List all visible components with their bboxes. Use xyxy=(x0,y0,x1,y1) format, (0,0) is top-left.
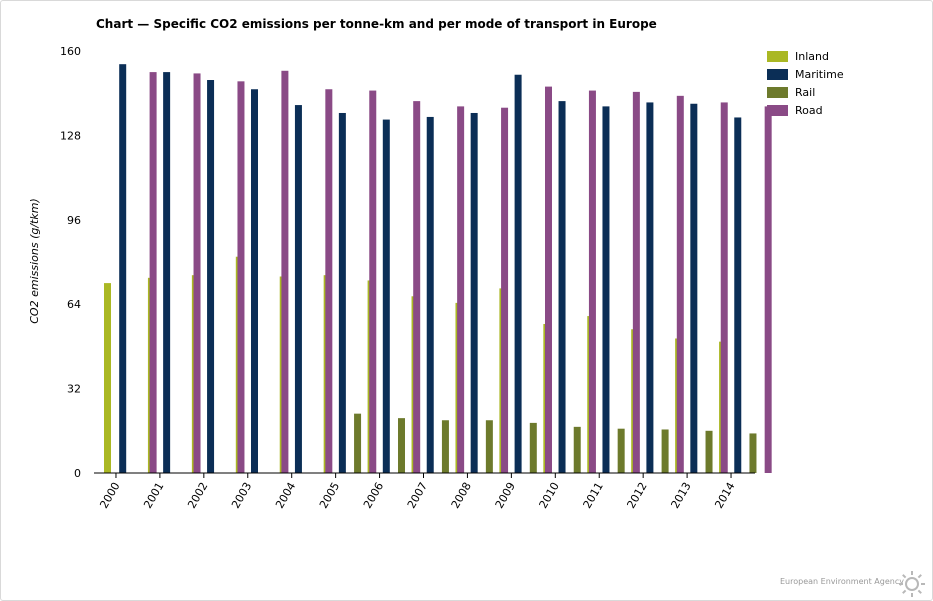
bar-maritime-2000[interactable] xyxy=(119,64,127,473)
x-tick-label: 2002 xyxy=(185,480,210,511)
x-axis: 2000 2001 2002 2003 2004 2005 2006 2007 2008 2009… xyxy=(94,472,755,511)
bar-road-2008[interactable] xyxy=(501,107,509,474)
bar-maritime-2002[interactable] xyxy=(207,80,215,473)
y-tick-label: 96 xyxy=(67,214,81,227)
bar-rail-2013[interactable] xyxy=(705,430,713,473)
bar-maritime-2009[interactable] xyxy=(514,74,522,474)
bar-maritime-2003[interactable] xyxy=(251,89,258,474)
x-tick-label: 2006 xyxy=(361,480,386,511)
bar-maritime-2010[interactable] xyxy=(558,101,566,474)
legend-label: Inland xyxy=(795,49,829,63)
bar-maritime-2006[interactable] xyxy=(382,119,390,473)
bar-road-2009[interactable] xyxy=(545,86,552,473)
x-tick-label: 2008 xyxy=(449,480,474,511)
bar-rail-2010[interactable] xyxy=(573,426,581,473)
y-tick-label: 160 xyxy=(60,45,81,58)
legend-swatch xyxy=(767,86,788,98)
x-tick-label: 2003 xyxy=(229,480,254,511)
bar-maritime-2005[interactable] xyxy=(338,112,346,473)
x-tick-label: 2000 xyxy=(97,480,122,511)
y-tick-label: 32 xyxy=(67,383,81,396)
legend-item-maritime[interactable]: Maritime xyxy=(767,65,844,83)
y-axis: 0 32 64 96 128 160 xyxy=(60,45,81,480)
bar-road-2013[interactable] xyxy=(720,102,728,474)
bar-maritime-2012[interactable] xyxy=(646,102,654,474)
bar-road-2001[interactable] xyxy=(193,73,201,473)
legend-item-rail[interactable]: Rail xyxy=(767,83,844,101)
eea-sun-logo-icon xyxy=(899,571,925,597)
bar-rail-2009[interactable] xyxy=(529,422,537,473)
bar-maritime-2013[interactable] xyxy=(690,103,698,473)
bar-road-2012[interactable] xyxy=(676,95,684,474)
x-tick-label: 2001 xyxy=(141,480,166,511)
bar-maritime-2001[interactable] xyxy=(163,72,171,473)
bar-rail-2008[interactable] xyxy=(485,420,493,473)
x-tick-label: 2007 xyxy=(405,480,430,511)
y-axis-label: CO2 emissions (g/tkm) xyxy=(28,198,41,324)
bar-road-2007[interactable] xyxy=(457,106,465,473)
bar-road-2010[interactable] xyxy=(588,90,596,473)
bar-maritime-2008[interactable] xyxy=(470,112,478,473)
x-tick-label: 2014 xyxy=(712,480,737,511)
bar-maritime-2011[interactable] xyxy=(602,106,610,473)
x-tick-label: 2010 xyxy=(537,480,562,511)
bar-rail-2007[interactable] xyxy=(441,420,449,473)
chart-title: Chart — Specific CO2 emissions per tonne… xyxy=(96,17,657,31)
legend-item-road[interactable]: Road xyxy=(767,101,844,119)
bar-maritime-2014[interactable] xyxy=(734,117,742,473)
x-tick-label: 2011 xyxy=(581,480,606,511)
bar-road-2000[interactable] xyxy=(149,72,157,473)
legend-label: Maritime xyxy=(795,67,844,81)
bars xyxy=(104,64,772,474)
legend-swatch xyxy=(767,104,788,116)
y-tick-label: 64 xyxy=(67,298,81,311)
legend-label: Rail xyxy=(795,85,816,99)
bar-maritime-2007[interactable] xyxy=(426,116,434,473)
bar-road-2011[interactable] xyxy=(632,91,640,473)
bar-maritime-2004[interactable] xyxy=(294,105,302,473)
x-tick-label: 2012 xyxy=(625,480,650,511)
legend-label: Road xyxy=(795,103,823,117)
bar-rail-2011[interactable] xyxy=(617,428,625,473)
bar-rail-2014[interactable] xyxy=(749,433,757,473)
x-tick-label: 2005 xyxy=(317,480,342,511)
bar-rail-2006[interactable] xyxy=(398,418,405,473)
legend: Inland Maritime Rail Road xyxy=(767,47,844,119)
y-tick-label: 128 xyxy=(60,129,81,142)
legend-swatch xyxy=(767,68,788,80)
bar-road-2006[interactable] xyxy=(413,101,421,474)
x-tick-label: 2013 xyxy=(668,480,693,511)
y-tick-label: 0 xyxy=(74,467,81,480)
bar-road-2002[interactable] xyxy=(237,81,245,474)
bar-road-2004[interactable] xyxy=(325,89,333,474)
bar-road-2005[interactable] xyxy=(369,90,377,473)
bar-inland-2000[interactable] xyxy=(104,283,111,473)
footer-credit: European Environment Agency xyxy=(780,577,904,586)
bar-rail-2012[interactable] xyxy=(661,429,669,473)
bar-road-2014[interactable] xyxy=(764,106,772,473)
x-tick-label: 2004 xyxy=(273,480,298,511)
legend-item-inland[interactable]: Inland xyxy=(767,47,844,65)
x-tick-label: 2009 xyxy=(493,480,518,511)
legend-swatch xyxy=(767,50,788,62)
bar-road-2003[interactable] xyxy=(281,70,289,473)
bar-rail-2005[interactable] xyxy=(354,413,362,473)
